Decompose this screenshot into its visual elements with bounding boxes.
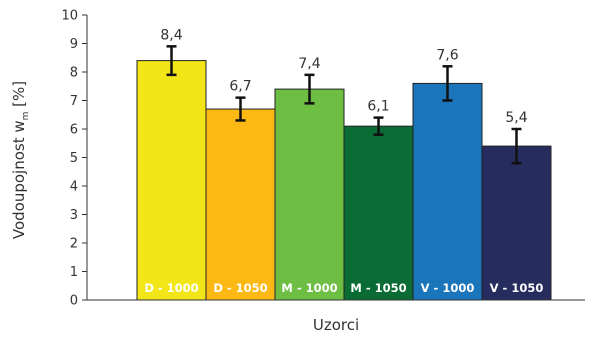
y-tick-label: 10 — [61, 9, 78, 24]
y-axis-ticks: 0 1 2 3 4 5 6 7 8 9 10 — [61, 9, 87, 309]
value-label: 8,4 — [160, 27, 182, 43]
error-bars — [166, 45, 522, 165]
value-label: 7,6 — [436, 47, 458, 63]
value-label: 6,1 — [367, 99, 389, 115]
bar — [481, 145, 552, 301]
y-tick-label: 5 — [70, 151, 78, 166]
value-labels: 8,4 6,7 7,4 6,1 7,6 5,4 — [160, 27, 527, 126]
category-label: D - 1000 — [144, 281, 198, 295]
category-labels: D - 1000 D - 1050 M - 1000 M - 1050 V - 1000… — [144, 281, 543, 295]
y-axis-title-unit: [%] — [10, 81, 28, 112]
value-label: 5,4 — [505, 110, 527, 126]
category-label: V - 1050 — [490, 281, 544, 295]
bar — [343, 125, 414, 301]
y-tick-label: 7 — [70, 94, 78, 109]
category-label: M - 1050 — [350, 281, 406, 295]
y-tick-label: 4 — [70, 180, 78, 195]
y-axis-title-subscript: m — [21, 112, 31, 121]
bar — [412, 82, 483, 301]
value-label: 7,4 — [298, 56, 320, 72]
category-label: M - 1000 — [281, 281, 337, 295]
category-label: V - 1000 — [421, 281, 475, 295]
y-tick-label: 6 — [70, 123, 78, 138]
y-tick-label: 0 — [70, 294, 78, 309]
bar — [136, 60, 207, 301]
y-tick-label: 3 — [70, 208, 78, 223]
x-axis-title: Uzorci — [313, 316, 359, 334]
bar — [274, 88, 345, 301]
value-label: 6,7 — [229, 79, 251, 95]
bar — [205, 108, 276, 301]
bars — [136, 60, 552, 301]
y-tick-label: 9 — [70, 37, 78, 52]
y-tick-label: 8 — [70, 66, 78, 81]
category-label: D - 1050 — [213, 281, 267, 295]
y-axis-title-main: Vodoupojnost w — [10, 120, 28, 239]
y-tick-label: 2 — [70, 237, 78, 252]
y-tick-label: 1 — [70, 265, 78, 280]
y-axis-title: Vodoupojnost wm [%] — [10, 81, 31, 239]
